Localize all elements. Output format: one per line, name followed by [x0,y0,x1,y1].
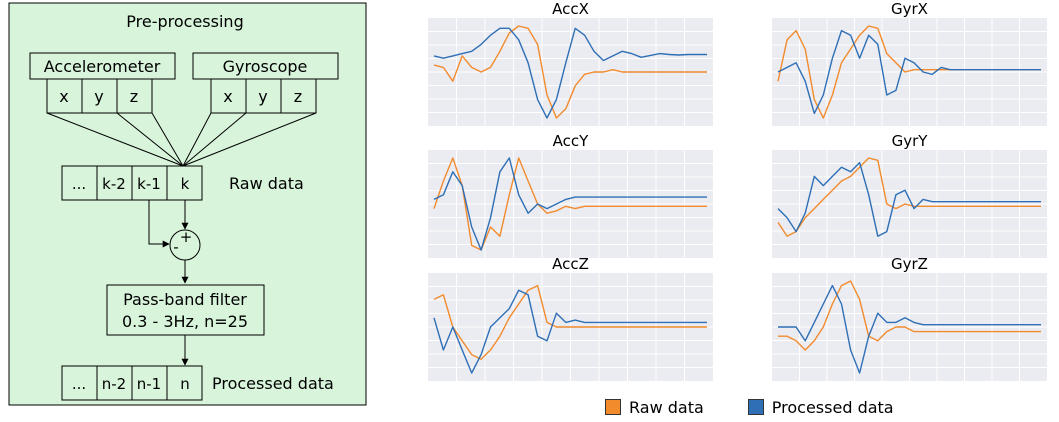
raw-buffer-label-0: ... [72,175,86,193]
chart-legend: Raw data Processed data [605,397,894,417]
accelerometer-label: Accelerometer [44,57,161,76]
preprocessing-panel: Pre-processing Accelerometer x y z Gyros… [8,2,367,406]
chart-accz: AccZ [428,255,713,381]
chart-gyry-title: GyrY [892,132,929,150]
chart-accy-title: AccY [553,132,589,150]
accelerometer-axis-z-cell [116,78,153,114]
axis-connections [46,112,317,167]
gyroscope-axis-y-cell [245,78,282,114]
processed-buffer-cell-2 [131,365,168,401]
chart-gyry-raw-line [777,157,1041,237]
k1-to-sum-arrow [148,200,170,248]
processed-buffer-cell-1 [96,365,133,401]
processed-data-label: Processed data [212,374,334,393]
raw-buffer-cell-2 [131,165,168,201]
legend-raw-swatch [605,399,621,415]
chart-gyrz: GyrZ [772,255,1047,381]
chart-accz-processed-line [433,289,707,374]
legend-processed-label: Processed data [771,397,894,417]
raw-buffer-cell-1 [96,165,133,201]
raw-data-label: Raw data [229,174,304,193]
gyroscope-axis-x-cell [210,78,247,114]
sum-minus-sign: - [173,238,178,256]
chart-accx: AccX [428,0,713,126]
raw-buffer-label-2: k-1 [137,175,161,193]
chart-accx-raw-line [433,25,707,119]
gyroscope-axis-z-cell [280,78,317,114]
processed-buffer-label-1: n-2 [102,375,126,393]
gyroscope-axis-z: z [294,87,302,106]
raw-buffer-label-3: k [181,175,190,193]
processed-buffer-cell-3 [166,365,203,401]
gyroscope-box [192,52,339,80]
chart-accy: AccY [428,132,713,258]
processed-buffer-cell-0 [61,365,98,401]
gyroscope-axis-x: x [223,87,232,106]
chart-gyry: GyrY [772,132,1047,258]
processed-buffer-label-2: n-1 [137,375,161,393]
legend-processed-swatch [747,399,764,415]
accelerometer-box [29,52,176,80]
sum-plus-sign: + [180,228,193,246]
chart-gyrz-raw-line [778,280,1041,351]
accelerometer-axis-z: z [130,87,138,106]
chart-gyrz-processed-line [778,284,1041,374]
chart-gyrx: GyrX [772,0,1047,126]
chart-gyrx-title: GyrX [891,0,928,18]
chart-accx-processed-line [433,27,707,119]
raw-buffer-cell-0 [61,165,98,201]
signal-charts: AccX GyrX AccY GyrY AccZ GyrZ [428,0,1047,381]
chart-accx-title: AccX [552,0,589,18]
chart-accy-processed-line [433,157,707,251]
processed-buffer-label-0: ... [72,375,86,393]
filter-params: 0.3 - 3Hz, n=25 [122,312,248,331]
gyroscope-label: Gyroscope [223,57,308,76]
chart-gyrz-title: GyrZ [891,255,928,273]
chart-accz-title: AccZ [552,255,589,273]
legend-raw-label: Raw data [629,397,704,417]
processed-buffer-label-3: n [180,375,190,393]
chart-accy-raw-line [433,157,707,251]
raw-buffer-cell-3 [166,165,203,201]
accelerometer-axis-x-cell [46,78,83,114]
preprocessing-title: Pre-processing [126,12,243,31]
accelerometer-axis-x: x [59,87,68,106]
chart-gyrx-processed-line [777,29,1041,115]
gyroscope-axis-y: y [258,87,267,106]
raw-buffer-label-1: k-2 [102,175,126,193]
chart-gyry-processed-line [777,161,1041,237]
filter-title: Pass-band filter [123,290,247,309]
accelerometer-axis-y: y [94,87,103,106]
